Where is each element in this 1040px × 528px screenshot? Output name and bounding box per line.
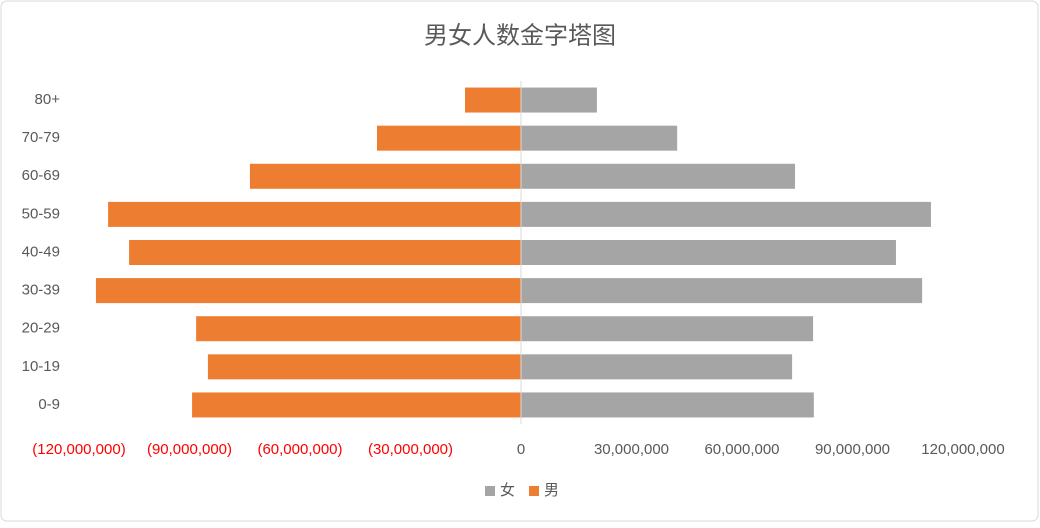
chart-title: 男女人数金字塔图 <box>424 22 616 49</box>
y-tick-label: 30-39 <box>22 282 60 299</box>
y-tick-label: 20-29 <box>22 320 60 337</box>
bar <box>196 316 521 342</box>
bar <box>521 278 923 304</box>
bar <box>521 240 896 265</box>
x-tick-label: 120,000,000 <box>921 441 1004 458</box>
x-tick-label: (30,000,000) <box>368 441 453 458</box>
legend-label: 女 <box>500 481 515 499</box>
x-tick-label: 0 <box>517 441 525 458</box>
x-tick-label: (60,000,000) <box>257 441 342 458</box>
bar <box>521 125 678 151</box>
y-tick-label: 50-59 <box>22 205 60 222</box>
bar <box>376 125 521 151</box>
x-tick-label: (120,000,000) <box>32 441 125 458</box>
bar <box>521 392 814 418</box>
y-tick-label: 40-49 <box>22 243 60 260</box>
bar <box>207 354 521 380</box>
x-tick-label: 60,000,000 <box>704 441 779 458</box>
bar <box>521 316 814 342</box>
legend-swatch <box>485 486 495 496</box>
bar <box>249 163 521 189</box>
y-tick-label: 60-69 <box>22 167 60 184</box>
y-tick-label: 0-9 <box>38 396 60 413</box>
bar <box>465 87 521 113</box>
bar <box>521 87 597 113</box>
bar <box>521 354 793 380</box>
legend-label: 男 <box>544 482 559 499</box>
legend-swatch <box>529 486 539 496</box>
bar <box>521 163 796 189</box>
y-tick-label: 10-19 <box>22 358 60 375</box>
bar <box>192 392 521 418</box>
bar <box>521 201 931 227</box>
y-tick-label: 70-79 <box>22 129 60 146</box>
bar <box>129 240 522 265</box>
y-tick-label: 80+ <box>35 91 61 108</box>
bar <box>95 278 522 304</box>
x-tick-label: 90,000,000 <box>815 441 890 458</box>
x-tick-label: 30,000,000 <box>594 441 669 458</box>
x-tick-label: (90,000,000) <box>147 441 232 458</box>
bar <box>108 201 522 227</box>
